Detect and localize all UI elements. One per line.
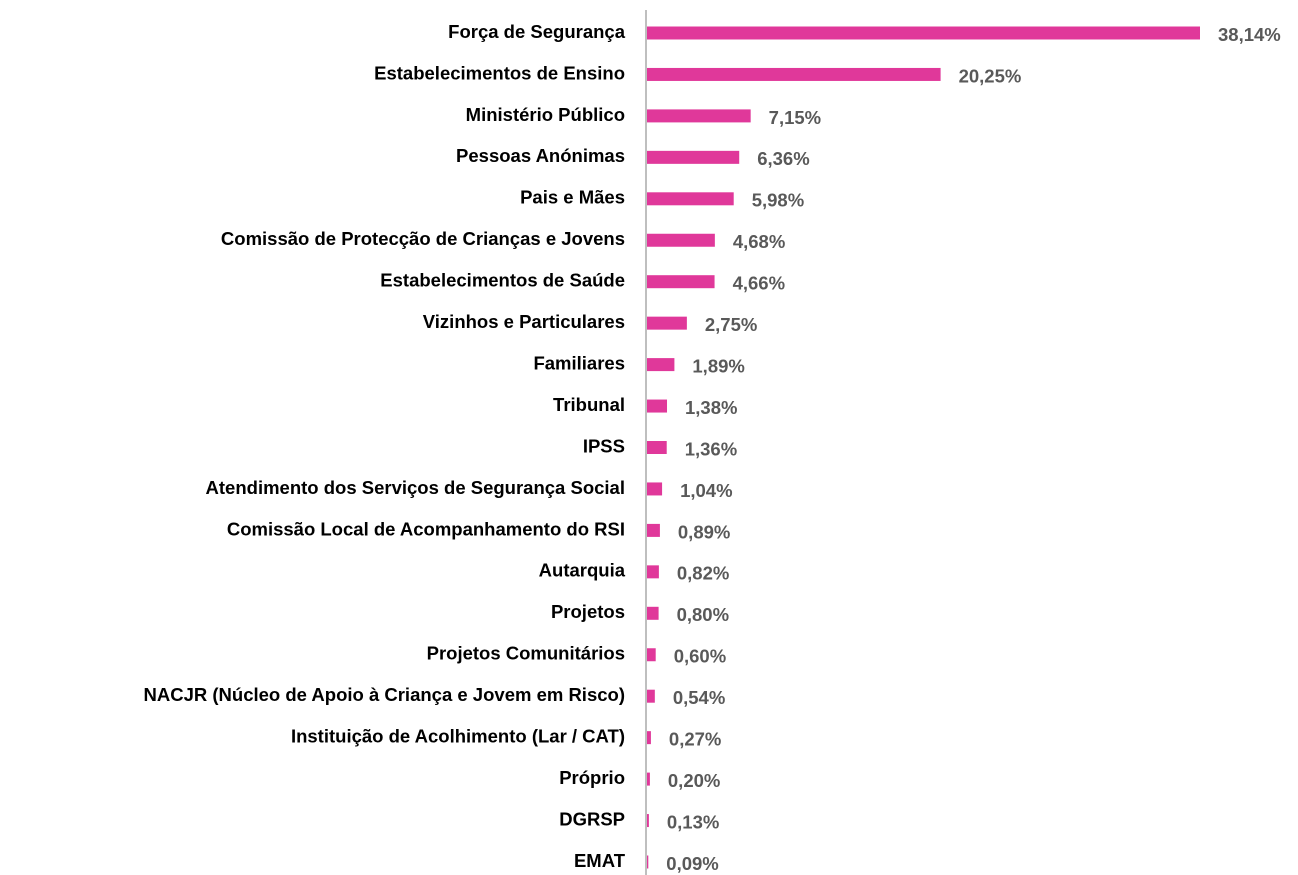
bar (647, 399, 668, 413)
value-label: 0,09% (666, 853, 718, 874)
bar (647, 689, 655, 703)
value-label: 0,82% (677, 563, 729, 584)
value-label: 1,89% (692, 355, 744, 376)
value-label: 2,75% (705, 314, 757, 335)
bar (647, 67, 941, 81)
bar (647, 731, 651, 745)
bar (647, 109, 751, 123)
bar (647, 648, 656, 662)
category-label: Vizinhos e Particulares (423, 311, 625, 332)
bar (647, 316, 687, 330)
bar (647, 26, 1200, 40)
value-label: 20,25% (959, 65, 1022, 86)
category-label: Pessoas Anónimas (456, 145, 625, 166)
value-label: 0,89% (678, 521, 730, 542)
value-label: 1,38% (685, 397, 737, 418)
category-label: Projetos (551, 601, 625, 622)
value-label: 4,66% (733, 273, 785, 294)
value-label: 0,13% (667, 811, 719, 832)
category-label: Instituição de Acolhimento (Lar / CAT) (291, 726, 625, 747)
value-label: 0,27% (669, 729, 721, 750)
value-label: 1,36% (685, 438, 737, 459)
category-label: Atendimento dos Serviços de Segurança So… (206, 477, 625, 498)
value-label: 6,36% (757, 148, 809, 169)
category-label: DGRSP (559, 808, 625, 829)
category-label: Comissão de Protecção de Crianças e Jove… (221, 228, 625, 249)
bar (647, 192, 734, 206)
value-label: 0,60% (674, 646, 726, 667)
value-label: 7,15% (769, 107, 821, 128)
bar (647, 523, 660, 537)
bar (647, 150, 740, 164)
bar (647, 358, 675, 372)
bar (647, 441, 667, 454)
category-label: Força de Segurança (448, 21, 626, 42)
category-label: Tribunal (553, 394, 625, 415)
value-label: 1,04% (680, 480, 732, 501)
bar (647, 565, 659, 579)
category-label: Familiares (533, 352, 625, 373)
value-label: 0,80% (677, 604, 729, 625)
category-label: Estabelecimentos de Ensino (374, 62, 625, 83)
category-label: Autarquia (539, 560, 626, 581)
value-label: 4,68% (733, 231, 785, 252)
value-label: 0,20% (668, 770, 720, 791)
bar (647, 275, 715, 289)
value-label: 38,14% (1218, 24, 1281, 45)
category-label: NACJR (Núcleo de Apoio à Criança e Jovem… (144, 684, 625, 705)
category-label: Projetos Comunitários (427, 643, 625, 664)
bar (647, 814, 649, 828)
bar (647, 772, 650, 786)
category-label: Pais e Mães (520, 187, 625, 208)
category-label: Ministério Público (466, 104, 625, 125)
category-label: Próprio (559, 767, 625, 788)
bar (647, 482, 663, 496)
bar (647, 233, 715, 247)
category-label: IPSS (583, 435, 625, 456)
value-label: 5,98% (752, 190, 804, 211)
bar (647, 606, 659, 620)
value-label: 0,54% (673, 687, 725, 708)
bar (647, 855, 649, 869)
category-label: Estabelecimentos de Saúde (380, 270, 625, 291)
category-label: Comissão Local de Acompanhamento do RSI (227, 518, 625, 539)
category-label: EMAT (574, 850, 626, 871)
